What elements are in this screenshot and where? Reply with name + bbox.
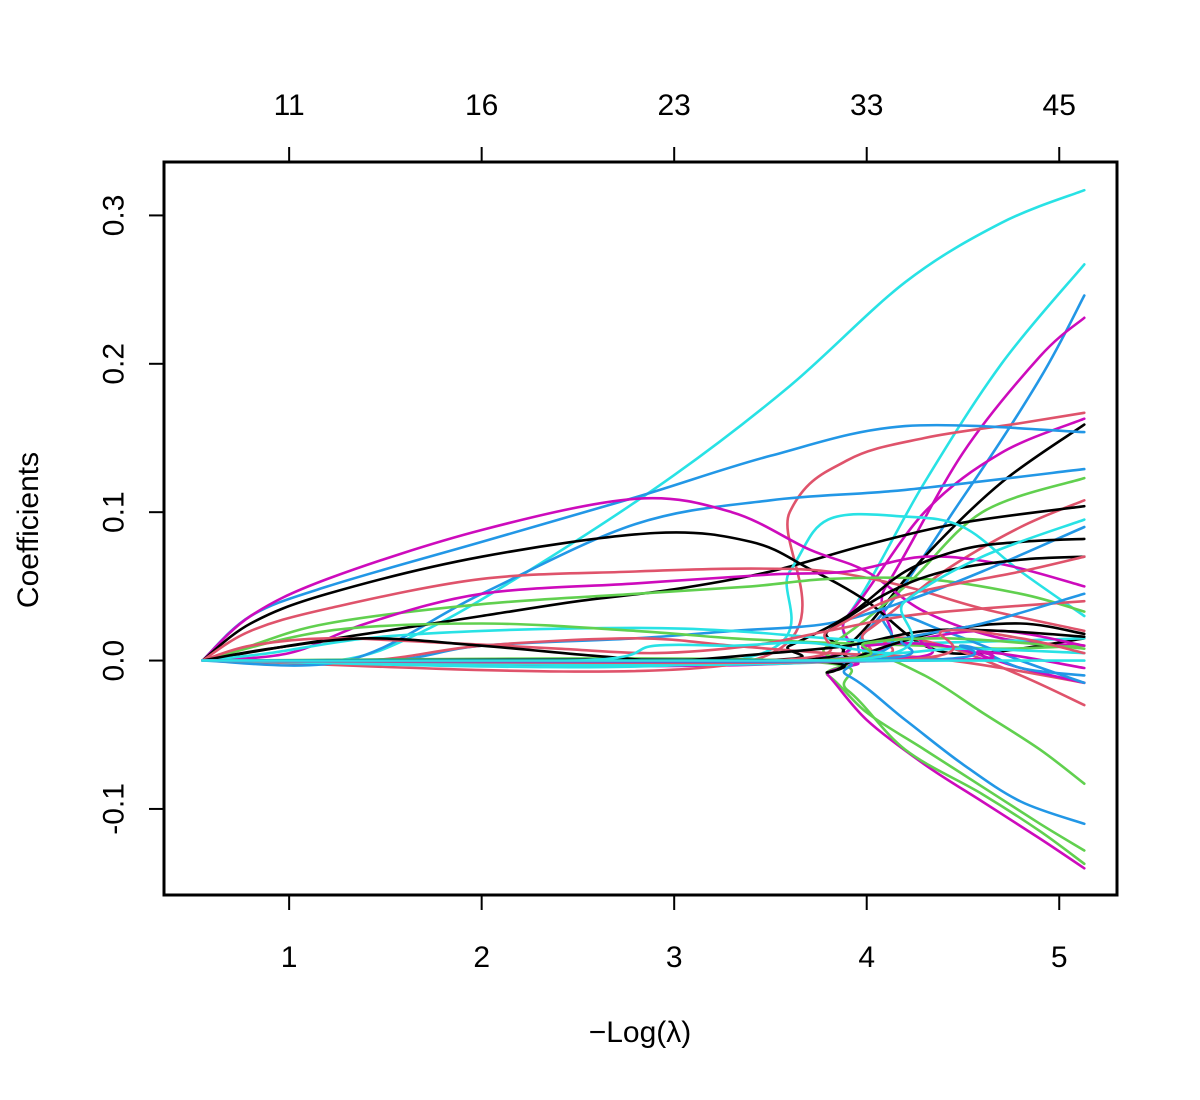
series-line-13 (201, 512, 1086, 669)
series-line-2 (201, 263, 1086, 666)
plot-frame (162, 160, 1119, 897)
x-tick-label: 2 (473, 941, 490, 974)
series-line-4 (201, 316, 1086, 668)
x-tick-label: 1 (281, 941, 298, 974)
x-tick-label: 5 (1051, 941, 1068, 974)
y-tick-label: 0.1 (97, 491, 130, 533)
series-layer (201, 188, 1086, 870)
series-line-7 (201, 423, 1086, 663)
x-tick-label: 4 (858, 941, 875, 974)
series-line-29 (201, 651, 1086, 785)
y-tick-label: 0.2 (97, 343, 130, 385)
series-line-28 (201, 658, 1086, 826)
top-tick-label: 33 (850, 89, 883, 122)
top-tick-label: 16 (465, 89, 498, 122)
series-line-8 (201, 423, 1086, 662)
x-axis-title: −Log(λ) (589, 1016, 692, 1049)
x-tick-label: 3 (666, 941, 683, 974)
y-axis-title: Coefficients (12, 452, 45, 608)
series-line-14 (201, 496, 1086, 662)
top-tick-label: 11 (274, 89, 305, 122)
y-tick-label: 0.3 (98, 195, 131, 237)
series-line-41 (201, 518, 1086, 667)
series-line-36 (201, 599, 1086, 662)
series-line-16 (201, 567, 1086, 662)
top-tick-label: 23 (658, 89, 691, 122)
series-line-27 (201, 657, 1086, 866)
axes-layer: 1 2 3 4 511 16 23 33 45-0.10.00.10.20.3 (97, 89, 1075, 974)
y-tick-label: 0.0 (97, 640, 130, 682)
y-tick-label: -0.1 (98, 783, 131, 835)
top-tick-label: 45 (1043, 89, 1076, 122)
